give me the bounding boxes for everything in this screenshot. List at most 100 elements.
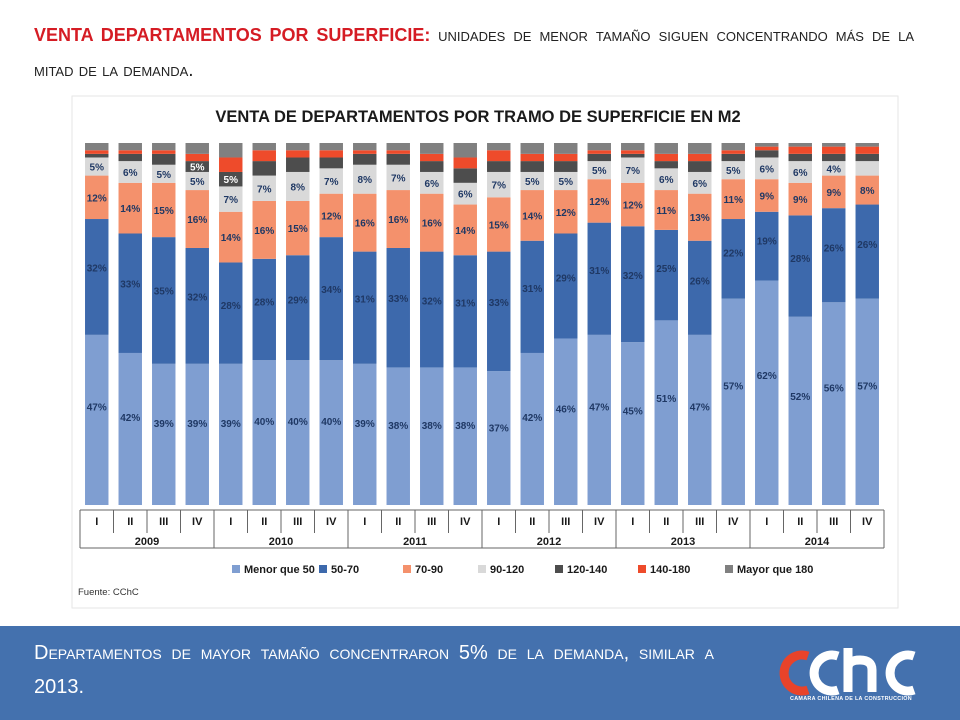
quarter-tick-label: II [797,516,803,528]
bar-segment [587,150,611,154]
data-label: 5% [190,177,205,188]
bar-segment [85,150,109,154]
bar-segment [755,146,779,151]
legend-label: 50-70 [331,564,359,576]
bar-segment [520,153,544,162]
bar-segment [420,367,444,505]
bar-segment [118,143,142,151]
chart-title: VENTA DE DEPARTAMENTOS POR TRAMO DE SUPE… [215,108,740,126]
bar-segment [587,143,611,151]
bar-segment [286,143,310,151]
data-label: 6% [458,190,473,201]
data-label: 33% [120,280,140,291]
quarter-tick-label: IV [326,516,337,528]
bar-segment [286,360,310,505]
bar-segment [219,211,243,263]
bar-segment [185,161,209,172]
bar-segment [587,161,611,180]
data-label: 40% [321,417,341,428]
bar-segment [855,143,879,147]
category-axis: I II III IV I II III IV I II III IV I II III IV I II III IV… [79,509,885,549]
legend-swatch [555,565,563,573]
data-label: 46% [556,404,576,415]
quarter-tick-label: II [261,516,267,528]
quarter-tick-label: II [529,516,535,528]
data-label: 6% [760,164,775,175]
bar-segment [554,143,578,154]
bar-segment [118,182,142,234]
bar-segment [286,157,310,172]
data-label: 15% [489,220,509,231]
bar-segment [219,157,243,172]
data-label: 14% [455,226,475,237]
bar-segment [520,171,544,191]
bar-segment [621,182,645,227]
bar-segment [520,352,544,505]
data-label: 5% [525,177,540,188]
bar-segment [152,164,176,183]
data-label: 51% [656,394,676,405]
bar-segment [621,150,645,154]
data-label: 7% [324,177,339,188]
slide-title-main: VENTA DEPARTAMENTOS POR SUPERFICIE: [34,25,431,45]
bar-segment [319,237,343,361]
bar-segment [855,298,879,505]
data-label: 38% [388,421,408,432]
quarter-tick-label: I [497,516,500,528]
bar-segment [654,190,678,230]
bar-segment [386,153,410,165]
bar-segment [621,153,645,158]
bar-segment [721,153,745,162]
bar-segment [386,164,410,191]
bar-segment [822,161,846,176]
legend-swatch [232,565,240,573]
legend-label: 70-90 [415,564,443,576]
data-label: 31% [589,266,609,277]
bar-segment [654,229,678,321]
bar-segment [453,168,477,183]
bar-segment [755,143,779,147]
data-label: 34% [321,285,341,296]
data-label: 31% [355,295,375,306]
bar-segment [554,153,578,162]
data-label: 9% [760,191,775,202]
bar-segment [286,171,310,201]
chart-legend: Menor que 50 50-70 70-90 90-120 120-140 140-1… [232,564,813,576]
bar-segment [822,302,846,505]
bar-segment [85,175,109,220]
bar-segment [118,233,142,353]
bar-segment [855,175,879,205]
data-label: 32% [623,271,643,282]
data-label: 37% [489,423,509,434]
data-label: 42% [120,413,140,424]
bar-segment [788,215,812,317]
data-label: 28% [254,297,274,308]
quarter-tick-label: III [829,516,838,528]
bar-segment [587,222,611,335]
bar-segment [520,240,544,353]
data-label: 35% [154,286,174,297]
year-tick-label: 2009 [135,536,159,548]
bar-segment [587,179,611,223]
bar-segment [822,175,846,209]
bar-segment [554,338,578,505]
data-label: 26% [824,244,844,255]
data-label: 9% [793,195,808,206]
data-label: 7% [492,181,507,192]
chart-source: Fuente: CChC [78,587,139,598]
legend-label: 90-120 [490,564,524,576]
quarter-tick-label: II [663,516,669,528]
bar-segment [788,316,812,505]
bar-segment [353,193,377,252]
data-label: 57% [723,381,743,392]
data-label: 52% [790,392,810,403]
data-label: 14% [221,233,241,244]
data-label: 7% [391,173,406,184]
data-label: 40% [254,417,274,428]
bar-segment [353,251,377,364]
bar-segment [85,157,109,176]
bar-segment [688,143,712,154]
bar-segment [420,171,444,194]
bar-segment [487,150,511,162]
bar-segment [152,182,176,238]
